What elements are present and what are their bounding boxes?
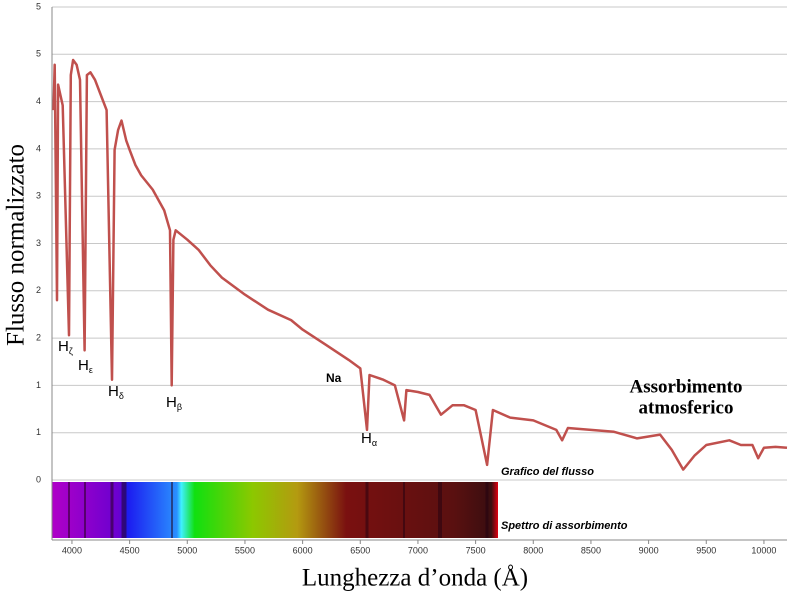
x-tick-label: 10000 <box>751 545 776 555</box>
annotation-text: Na <box>326 371 342 385</box>
y-tick-label: 3 <box>36 238 41 248</box>
annotation-subscript: ζ <box>69 346 73 356</box>
annotation: Hα <box>361 430 377 448</box>
x-tick-label: 6000 <box>293 545 313 555</box>
annotation-text: Grafico del flusso <box>501 466 594 478</box>
x-tick-label: 7500 <box>466 545 486 555</box>
annotation: Hζ <box>58 338 73 356</box>
y-tick-label: 1 <box>36 380 41 390</box>
flux-line <box>52 58 788 471</box>
x-tick-label: 9500 <box>696 545 716 555</box>
annotation-subscript: β <box>177 402 182 412</box>
annotation: Na <box>326 371 342 385</box>
x-tick-label: 5000 <box>177 545 197 555</box>
y-tick-label: 2 <box>36 285 41 295</box>
annotation-text: H <box>108 383 119 400</box>
annotation: Hβ <box>166 394 182 412</box>
x-tick-label: 8000 <box>523 545 543 555</box>
x-axis-title: Lunghezza d’onda (Å) <box>302 565 528 592</box>
annotation: Hδ <box>108 383 124 401</box>
annotation-subscript: α <box>372 438 377 448</box>
x-tick-label: 4000 <box>62 545 82 555</box>
y-tick-label: 4 <box>36 96 41 106</box>
y-tick-label: 3 <box>36 191 41 201</box>
y-tick-label: 5 <box>36 1 41 11</box>
x-tick-label: 5500 <box>235 545 255 555</box>
y-tick-label: 0 <box>36 474 41 484</box>
x-tick-label: 9000 <box>639 545 659 555</box>
absorption-spectrum <box>52 482 498 538</box>
annotation-text: Spettro di assorbimento <box>501 520 628 532</box>
annotation: Spettro di assorbimento <box>501 520 628 532</box>
annotation: Assorbimento <box>630 376 743 397</box>
y-tick-label: 5 <box>36 49 41 59</box>
x-tick-label: 6500 <box>350 545 370 555</box>
y-tick-label: 4 <box>36 143 41 153</box>
absorption-lines <box>68 482 489 538</box>
annotation: Hε <box>78 357 93 375</box>
annotation-text: H <box>58 338 69 355</box>
annotation-text: H <box>78 357 89 374</box>
x-tick-label: 7000 <box>408 545 428 555</box>
annotation-subscript: ε <box>89 365 93 375</box>
x-tick-label: 8500 <box>581 545 601 555</box>
annotation: atmosferico <box>639 397 734 418</box>
y-tick-label: 2 <box>36 332 41 342</box>
y-tick-label: 1 <box>36 427 41 437</box>
annotation-subscript: δ <box>119 391 124 401</box>
annotation-text: H <box>361 430 372 447</box>
x-tick-label: 4500 <box>120 545 140 555</box>
y-axis-title: Flusso normalizzato <box>3 144 30 346</box>
annotation: Grafico del flusso <box>501 466 594 478</box>
annotation-text: H <box>166 394 177 411</box>
